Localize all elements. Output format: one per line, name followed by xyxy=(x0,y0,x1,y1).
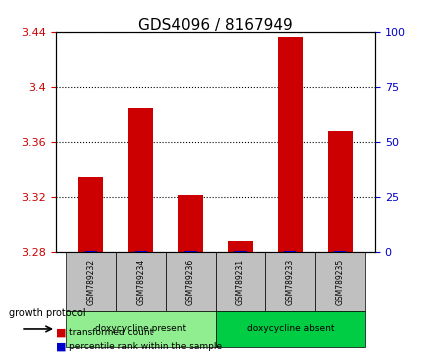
FancyBboxPatch shape xyxy=(265,252,314,311)
Bar xyxy=(128,108,153,252)
Bar xyxy=(233,251,246,252)
Bar xyxy=(84,251,97,252)
Text: GSM789234: GSM789234 xyxy=(136,258,145,305)
Bar xyxy=(178,194,203,252)
Bar xyxy=(227,241,252,252)
Text: GSM789236: GSM789236 xyxy=(186,258,195,305)
FancyBboxPatch shape xyxy=(215,311,364,347)
Bar xyxy=(277,38,302,252)
Bar xyxy=(134,251,147,252)
Bar xyxy=(184,251,197,252)
FancyBboxPatch shape xyxy=(314,252,364,311)
FancyBboxPatch shape xyxy=(165,252,215,311)
FancyBboxPatch shape xyxy=(215,252,265,311)
FancyBboxPatch shape xyxy=(116,252,165,311)
Bar xyxy=(327,131,352,252)
FancyBboxPatch shape xyxy=(66,252,116,311)
Bar xyxy=(78,177,103,252)
Bar xyxy=(283,251,296,252)
Text: GSM789231: GSM789231 xyxy=(235,259,244,305)
FancyBboxPatch shape xyxy=(66,311,215,347)
Text: percentile rank within the sample: percentile rank within the sample xyxy=(69,342,221,352)
Text: ■: ■ xyxy=(56,328,66,338)
Text: GDS4096 / 8167949: GDS4096 / 8167949 xyxy=(138,18,292,33)
Text: GSM789232: GSM789232 xyxy=(86,259,95,305)
Text: growth protocol: growth protocol xyxy=(9,308,85,318)
Text: doxycycline absent: doxycycline absent xyxy=(246,325,333,333)
Text: GSM789235: GSM789235 xyxy=(335,258,344,305)
Text: doxycycline present: doxycycline present xyxy=(95,325,186,333)
Bar xyxy=(333,251,346,252)
Text: ■: ■ xyxy=(56,342,66,352)
Text: transformed count: transformed count xyxy=(69,328,153,337)
Text: GSM789233: GSM789233 xyxy=(285,258,294,305)
